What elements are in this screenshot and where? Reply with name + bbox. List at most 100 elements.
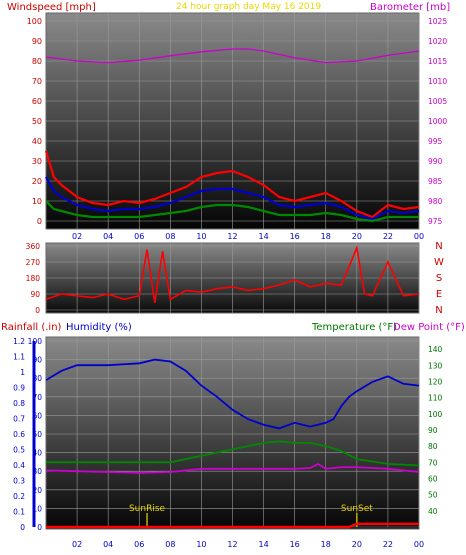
barometer-axis-title: Barometer [mb] [370, 2, 450, 13]
series-line [44, 150, 420, 219]
humidity-tick-label: 80 [32, 374, 42, 383]
rainfall-tick-label: 0.7 [13, 415, 25, 424]
compass-label: W [434, 257, 444, 268]
direction-tick-label: 360 [26, 242, 41, 251]
humidity-tick-label: 0 [37, 523, 42, 532]
rainfall-tick-label: 0.2 [13, 492, 25, 501]
barometer-tick-label: 1015 [428, 57, 447, 66]
windspeed-tick-label: 70 [32, 77, 42, 86]
barometer-tick-label: 1000 [428, 117, 447, 126]
series-line [45, 200, 419, 223]
temperature-tick-label: 70 [428, 458, 438, 467]
humidity-axis-title: Humidity (%) [66, 322, 132, 333]
temperature-tick-label: 40 [428, 507, 438, 516]
temperature-tick-label: 80 [428, 442, 438, 451]
barometer-tick-label: 995 [428, 137, 443, 146]
rainfall-tick-label: 1 [20, 368, 25, 377]
humidity-tick-label: 50 [32, 430, 42, 439]
series-line [46, 440, 420, 467]
x-tick-label: 06 [134, 540, 144, 549]
windspeed-axis-title: Windspeed [mph] [7, 2, 96, 13]
temperature-tick-label: 100 [428, 410, 443, 419]
series-line [45, 358, 420, 430]
compass-label: S [436, 273, 442, 284]
x-tick-label: 04 [103, 540, 113, 549]
barometer-tick-label: 985 [428, 177, 443, 186]
series-line [45, 176, 420, 221]
direction-tick-label: 0 [35, 306, 40, 315]
rainfall-tick-label: 0.1 [13, 508, 25, 517]
rainfall-tick-label: 1.2 [13, 337, 25, 346]
x-tick-label: 04 [103, 232, 113, 241]
compass-label: N [435, 305, 442, 316]
x-tick-label: 22 [383, 540, 393, 549]
compass-label: N [435, 241, 442, 252]
humidity-tick-label: 30 [32, 467, 42, 476]
barometer-tick-label: 975 [428, 217, 443, 226]
rainfall-tick-label: 0.3 [13, 477, 25, 486]
x-tick-label: 14 [258, 540, 268, 549]
x-tick-label: 00 [414, 540, 424, 549]
x-tick-label: 16 [290, 540, 300, 549]
x-tick-label: 02 [72, 232, 82, 241]
humidity-tick-label: 100 [28, 337, 43, 346]
humidity-tick-label: 40 [32, 449, 42, 458]
rainfall-tick-label: 0.9 [13, 384, 25, 393]
temperature-tick-label: 50 [428, 491, 438, 500]
windspeed-tick-label: 80 [32, 57, 42, 66]
compass-label: E [436, 289, 442, 300]
rainfall-tick-label: 0 [20, 523, 25, 532]
rainfall-tick-label: 0.5 [13, 446, 25, 455]
x-tick-label: 22 [383, 232, 393, 241]
rainfall-tick-label: 0.4 [13, 461, 25, 470]
windspeed-tick-label: 40 [32, 137, 42, 146]
direction-tick-label: 90 [30, 290, 40, 299]
x-tick-label: 20 [352, 540, 362, 549]
temperature-tick-label: 90 [428, 426, 438, 435]
windspeed-tick-label: 60 [32, 97, 42, 106]
x-tick-label: 06 [134, 232, 144, 241]
windspeed-tick-label: 0 [37, 217, 42, 226]
sunset-label: SunSet [341, 504, 373, 514]
temperature-tick-label: 120 [428, 377, 443, 386]
temperature-tick-label: 110 [428, 394, 443, 403]
windspeed-tick-label: 90 [32, 37, 42, 46]
barometer-tick-label: 1010 [428, 77, 447, 86]
series-line [46, 522, 419, 529]
x-tick-label: 18 [321, 540, 331, 549]
x-tick-label: 08 [165, 540, 175, 549]
x-tick-label: 12 [227, 232, 237, 241]
windspeed-tick-label: 50 [32, 117, 42, 126]
temperature-tick-label: 130 [428, 361, 443, 370]
dewpoint-axis-title: Dew Point (°F) [393, 322, 465, 333]
rain-humidity-temperature-panel: SunRise SunSet 0 0.1 0.2 0.3 0.4 0.5 0.6 0.7 0.8 0… [13, 336, 443, 549]
rainfall-tick-label: 0.8 [13, 399, 25, 408]
barometer-tick-label: 1020 [428, 37, 447, 46]
x-tick-label: 10 [196, 540, 206, 549]
temperature-axis-title: Temperature (°F) [311, 322, 397, 333]
humidity-tick-label: 60 [32, 411, 42, 420]
direction-tick-label: 270 [26, 258, 41, 267]
rainfall-tick-label: 1.1 [13, 353, 25, 362]
series-line [45, 462, 420, 474]
direction-tick-label: 180 [26, 274, 41, 283]
humidity-tick-label: 20 [32, 486, 42, 495]
humidity-tick-label: 10 [32, 504, 42, 513]
x-tick-label: 08 [165, 232, 175, 241]
x-tick-label: 00 [414, 232, 424, 241]
x-tick-label: 18 [321, 232, 331, 241]
x-tick-label: 12 [227, 540, 237, 549]
series-line [45, 48, 420, 64]
x-tick-label: 14 [258, 232, 268, 241]
humidity-tick-label: 90 [32, 356, 42, 365]
humidity-tick-label: 70 [32, 393, 42, 402]
rainfall-axis-title: Rainfall (.in) [1, 322, 62, 333]
rainfall-tick-label: 0.6 [13, 430, 25, 439]
barometer-tick-label: 1025 [428, 17, 447, 26]
windspeed-tick-label: 100 [27, 17, 42, 26]
barometer-tick-label: 980 [428, 197, 443, 206]
windspeed-tick-label: 30 [32, 157, 42, 166]
